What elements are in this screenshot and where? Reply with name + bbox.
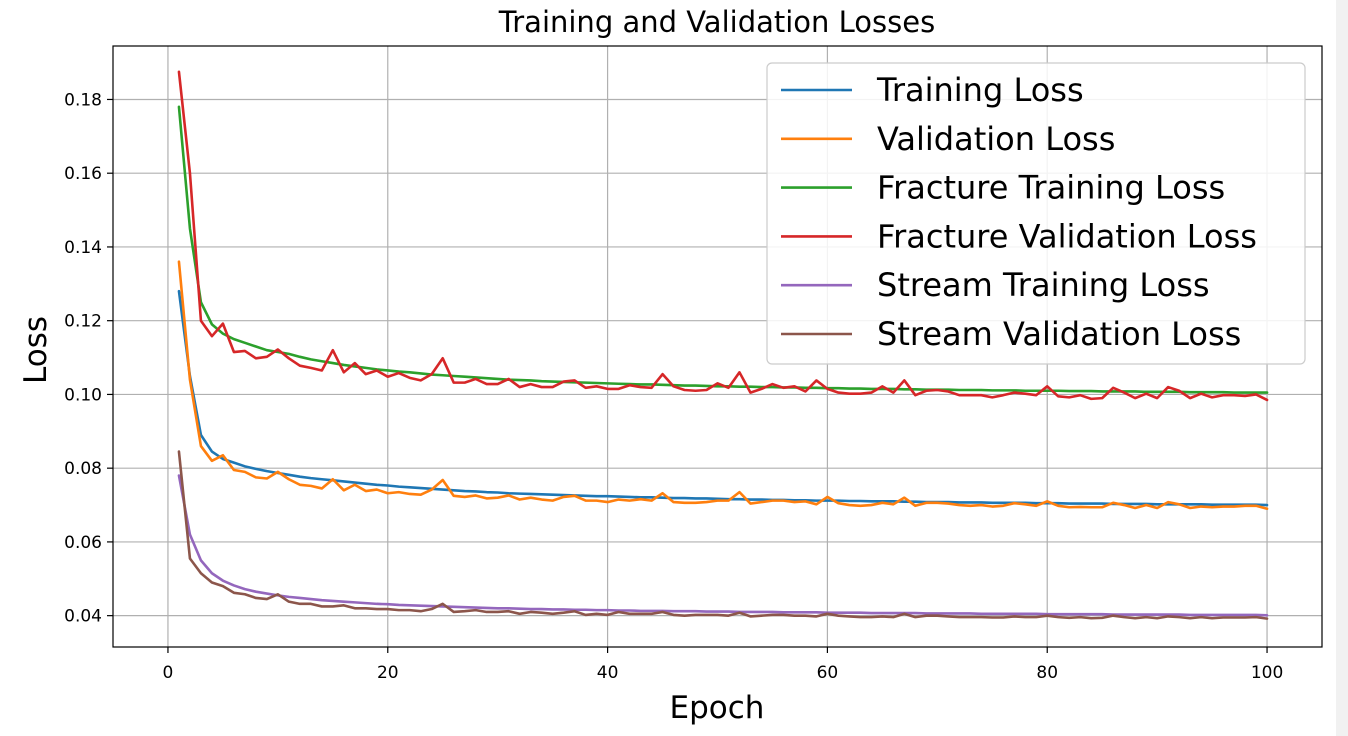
y-tick-label: 0.06 [64, 533, 102, 553]
scrollbar[interactable] [1336, 0, 1348, 736]
y-tick-label: 0.18 [64, 90, 102, 110]
x-tick-label: 60 [817, 663, 839, 683]
legend: Training Loss Validation Loss Fracture Tra… [766, 62, 1306, 365]
series-line-validation-loss [177, 260, 1269, 511]
legend-label-stream-validation-loss: Stream Validation Loss [877, 315, 1241, 353]
legend-label-fracture-training-loss: Fracture Training Loss [877, 169, 1225, 207]
x-tick-label: 20 [377, 663, 399, 683]
y-tick-label: 0.04 [64, 607, 102, 627]
x-axis-ticks: 0 20 40 60 80 100 [163, 647, 1283, 683]
x-tick-label: 40 [597, 663, 619, 683]
x-tick-label: 100 [1251, 663, 1283, 683]
y-tick-label: 0.12 [64, 312, 102, 332]
y-tick-label: 0.16 [64, 164, 102, 184]
legend-label-training-loss: Training Loss [876, 71, 1084, 109]
series-line-stream-validation-loss [177, 450, 1269, 620]
chart-title: Training and Validation Losses [498, 5, 935, 39]
legend-label-stream-training-loss: Stream Training Loss [877, 266, 1210, 304]
legend-label-validation-loss: Validation Loss [877, 120, 1115, 158]
y-tick-label: 0.08 [64, 459, 102, 479]
x-tick-label: 0 [163, 663, 174, 683]
series-lines [177, 70, 1269, 620]
y-tick-label: 0.10 [64, 385, 102, 405]
plot-frame [112, 45, 1323, 648]
series-line-fracture-validation-loss [177, 70, 1269, 402]
x-axis-label: Epoch [670, 690, 765, 726]
legend-label-fracture-validation-loss: Fracture Validation Loss [877, 217, 1257, 255]
series-line-stream-training-loss [177, 474, 1269, 617]
y-tick-label: 0.14 [64, 238, 102, 258]
legend-box [766, 62, 1306, 365]
series-line-training-loss [177, 289, 1269, 507]
y-axis-ticks: 0.04 0.06 0.08 0.10 0.12 0.14 0.16 0.18 [64, 90, 113, 627]
x-tick-label: 80 [1036, 663, 1058, 683]
y-axis-label: Loss [18, 316, 54, 384]
